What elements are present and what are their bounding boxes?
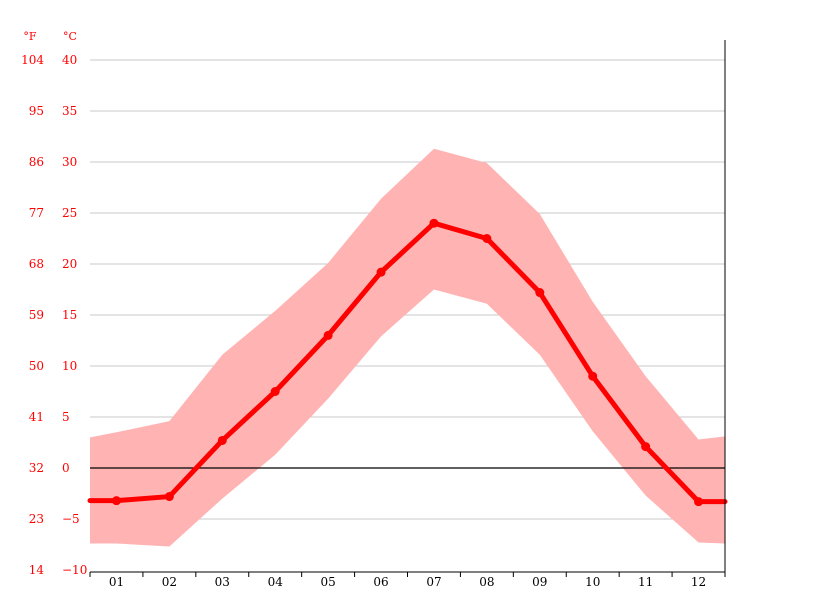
month-tick-label: 12 (691, 575, 706, 589)
month-tick-label: 02 (162, 575, 177, 589)
month-tick-label: 11 (638, 575, 653, 589)
celsius-tick-label: 35 (62, 104, 77, 118)
temperature-line (87, 218, 728, 507)
celsius-tick-label: 5 (62, 410, 70, 424)
month-tick-label: 05 (320, 575, 335, 589)
fahrenheit-tick-label: 104 (21, 53, 44, 67)
fahrenheit-tick-label: 23 (29, 512, 44, 526)
month-tick-label: 06 (373, 575, 388, 589)
celsius-tick-label: 10 (62, 359, 77, 373)
celsius-tick-label: 0 (62, 461, 70, 475)
fahrenheit-tick-label: 50 (29, 359, 44, 373)
temperature-point (694, 497, 704, 507)
celsius-tick-label: 30 (62, 155, 77, 169)
fahrenheit-tick-label: 86 (29, 155, 44, 169)
month-tick-label: 10 (585, 575, 600, 589)
month-tick-label: 08 (479, 575, 494, 589)
temperature-point (323, 330, 333, 340)
fahrenheit-tick-label: 41 (29, 410, 44, 424)
fahrenheit-tick-label: 77 (29, 206, 44, 220)
fahrenheit-tick-label: 95 (29, 104, 44, 118)
axis-labels: °F °C 14 −10 23 −5 32 0 41 5 50 10 59 15 68 20 77 25 86 3… (21, 30, 706, 589)
celsius-tick-label: 15 (62, 308, 77, 322)
month-tick-label: 01 (109, 575, 124, 589)
month-tick-label: 03 (215, 575, 230, 589)
temperature-series-line (87, 220, 728, 505)
fahrenheit-tick-label: 59 (29, 308, 44, 322)
fahrenheit-tick-label: 14 (29, 563, 45, 577)
temperature-range-band (90, 148, 725, 547)
temperature-point (641, 442, 651, 452)
temperature-point (217, 435, 227, 445)
celsius-tick-label: −5 (62, 512, 80, 526)
fahrenheit-tick-label: 68 (29, 257, 44, 271)
month-tick-label: 04 (268, 575, 284, 589)
celsius-tick-label: 20 (62, 257, 77, 271)
temperature-point (535, 288, 545, 298)
range-band-area (90, 148, 725, 547)
temperature-point (482, 234, 492, 243)
temperature-point (164, 492, 174, 502)
temperature-point (111, 496, 121, 506)
axes (89, 40, 726, 577)
celsius-tick-label: −10 (62, 563, 87, 577)
fahrenheit-unit-label: °F (23, 30, 37, 43)
celsius-unit-label: °C (63, 30, 77, 43)
temperature-point (270, 387, 280, 396)
temperature-point (429, 218, 439, 228)
temperature-point (376, 267, 386, 277)
celsius-tick-label: 25 (62, 206, 77, 220)
month-tick-label: 09 (532, 575, 547, 589)
month-tick-label: 07 (426, 575, 441, 589)
temperature-point (588, 371, 598, 381)
celsius-tick-label: 40 (62, 53, 77, 67)
fahrenheit-tick-label: 32 (29, 461, 44, 475)
